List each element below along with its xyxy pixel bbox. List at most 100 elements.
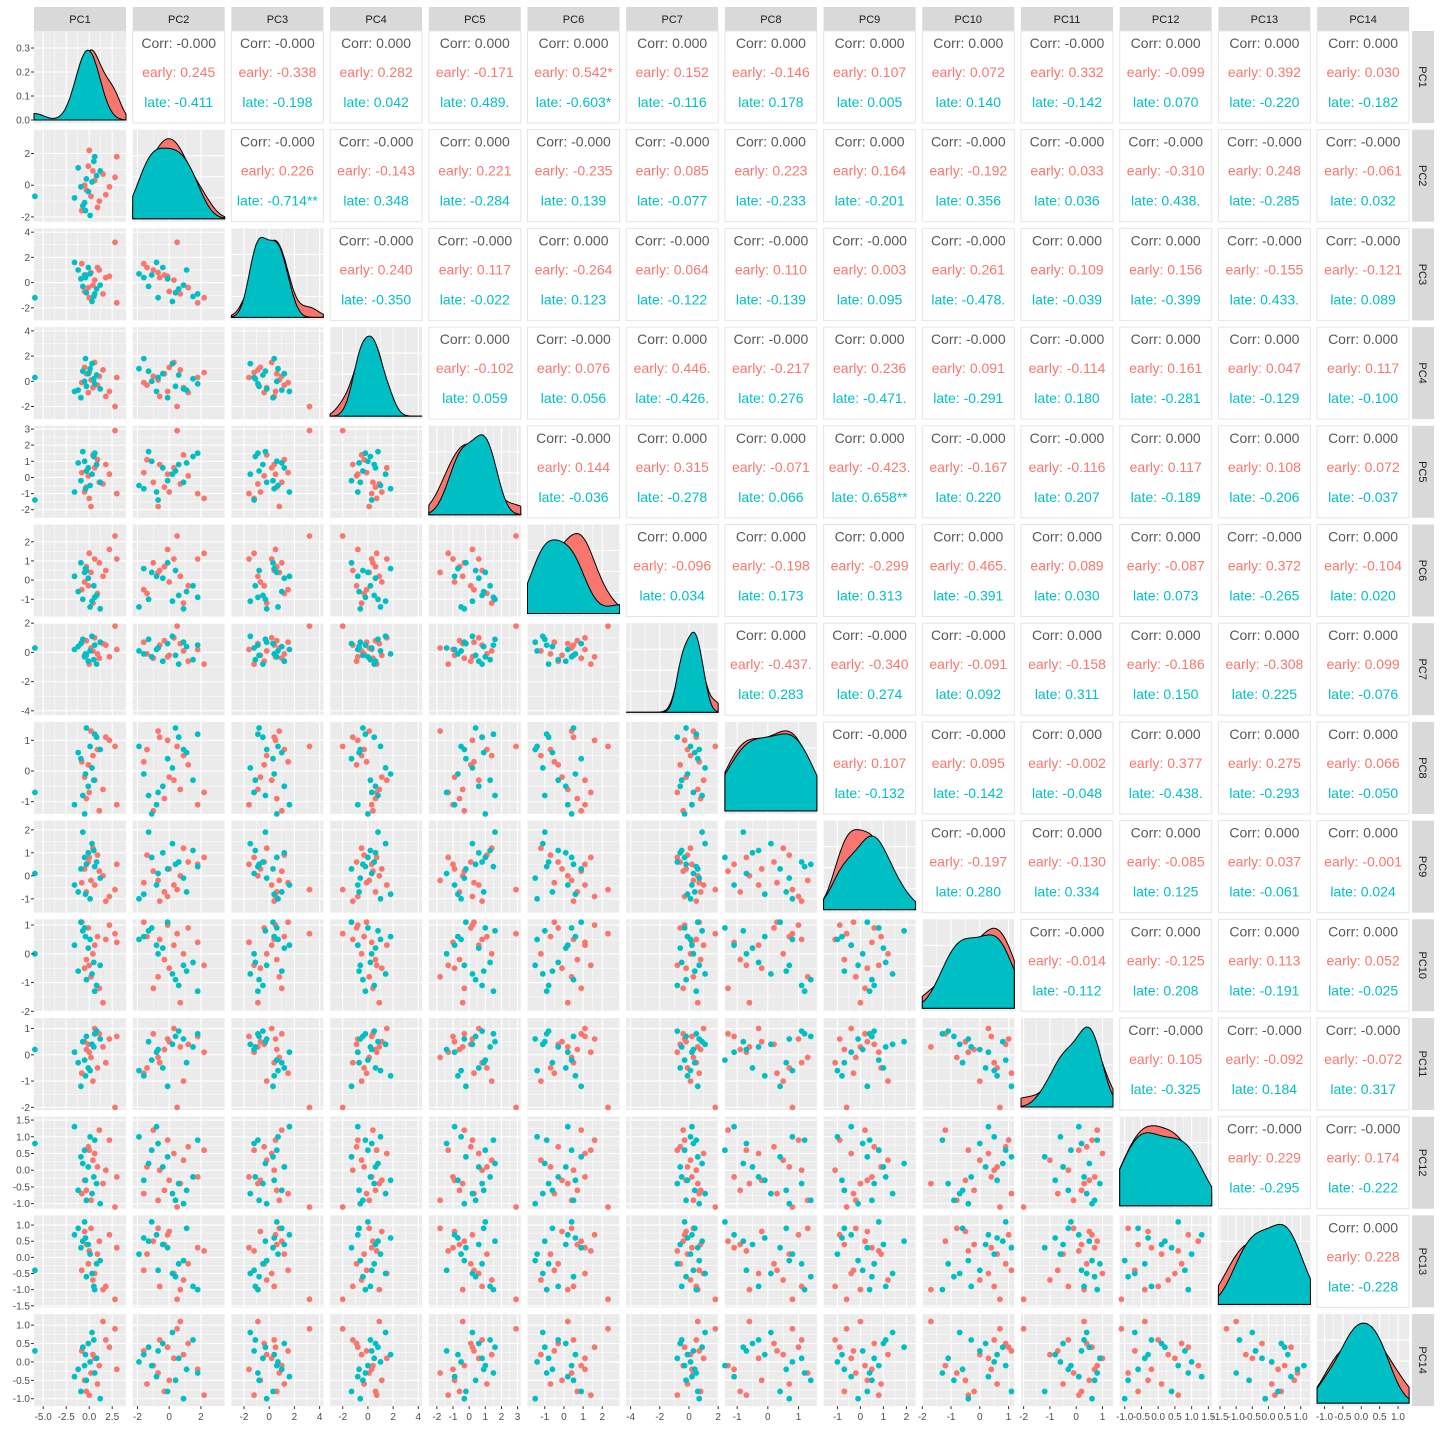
strip-right-label: PC1 (1416, 66, 1428, 87)
corr-early-text: early: 0.072 (1327, 459, 1400, 475)
point-early (171, 277, 177, 283)
point-late (169, 298, 176, 305)
point-early (445, 661, 452, 667)
point-late (155, 789, 162, 796)
point-early (86, 1049, 93, 1056)
point-late (85, 264, 92, 271)
point-late (451, 1373, 458, 1380)
point-late (155, 1140, 162, 1147)
corr-early-text: early: 0.095 (932, 755, 1005, 771)
corr-late-text: late: -0.325 (1131, 1081, 1201, 1097)
point-late (461, 746, 468, 753)
corr-late-text: late: 0.311 (1035, 686, 1100, 702)
corr-panel-bg (527, 425, 620, 519)
point-late (360, 725, 366, 731)
corr-early-text: early: -0.340 (831, 656, 909, 672)
point-early (166, 1177, 173, 1184)
x-tick-label: 2 (499, 1412, 505, 1423)
point-late (97, 639, 104, 646)
point-early (281, 1251, 288, 1257)
corr-overall-text: Corr: -0.000 (240, 134, 315, 150)
point-early (461, 1127, 468, 1133)
panel-bg (626, 919, 719, 1012)
corr-late-text: late: 0.070 (1133, 94, 1199, 110)
strip-right-PC7 (1412, 623, 1435, 716)
point-early (758, 1038, 765, 1045)
corr-overall-text: Corr: 0.000 (736, 529, 806, 545)
point-early (467, 1143, 474, 1150)
point-late (677, 1241, 684, 1248)
point-late (71, 942, 78, 949)
point-late (172, 976, 179, 983)
point-late (175, 1180, 182, 1187)
scatter-panel-PC14-PC6 (527, 1314, 620, 1407)
corr-late-text: late: 0.438. (1131, 193, 1200, 209)
strip-right-label: PC13 (1416, 1248, 1428, 1276)
point-late (71, 1373, 78, 1380)
point-late (83, 289, 90, 296)
point-early (795, 1231, 802, 1238)
point-early (743, 1248, 750, 1254)
point-early (587, 1049, 594, 1056)
point-late (172, 1377, 179, 1384)
point-early (88, 1225, 94, 1232)
point-late (534, 1133, 540, 1140)
point-late (463, 1244, 469, 1251)
density-panel-PC11-PC11 (1020, 1018, 1114, 1110)
point-late (71, 573, 78, 580)
point-early (683, 1228, 689, 1235)
point-late (578, 866, 585, 872)
point-late (270, 1083, 276, 1090)
point-early (755, 1270, 762, 1277)
point-late (451, 646, 458, 653)
point-early (841, 1388, 848, 1395)
y-tick-label: -2 (21, 1103, 30, 1114)
point-early (445, 962, 452, 969)
point-early (180, 845, 187, 852)
y-tick-label: 0 (24, 871, 30, 882)
point-early (467, 582, 474, 589)
point-early (985, 1270, 992, 1277)
point-late (377, 936, 384, 943)
point-early (885, 1351, 891, 1358)
point-late (82, 565, 89, 572)
corr-panel-bg (1316, 1116, 1410, 1210)
point-early (353, 1340, 360, 1347)
point-early (155, 503, 162, 510)
point-early (257, 579, 264, 585)
corr-early-text: early: 0.117 (1130, 459, 1202, 475)
point-late (532, 962, 539, 969)
point-early (1047, 1277, 1053, 1283)
point-early (306, 930, 313, 937)
point-late (562, 1340, 569, 1347)
point-late (354, 801, 361, 808)
panel-bg (231, 1018, 324, 1110)
panel-bg (823, 919, 916, 1012)
point-late (371, 592, 378, 599)
point-late (479, 982, 485, 989)
point-early (106, 388, 113, 395)
point-early (456, 956, 463, 963)
point-late (164, 755, 171, 762)
corr-late-text: late: -0.077 (637, 193, 707, 209)
y-tick-label: 0 (24, 648, 30, 659)
panel-bg (428, 1215, 521, 1308)
y-tick-label: -1.0 (13, 1199, 31, 1210)
point-late (357, 746, 364, 753)
point-late (740, 927, 747, 934)
point-late (136, 1251, 142, 1257)
point-late (694, 1388, 701, 1395)
point-early (81, 1228, 88, 1235)
corr-panel-bg (921, 622, 1015, 716)
point-late (693, 731, 700, 738)
point-early (587, 661, 594, 667)
point-early (712, 1325, 719, 1332)
point-late (169, 840, 176, 847)
point-late (945, 1260, 952, 1267)
point-late (83, 861, 90, 868)
corr-late-text: late: 0.317 (1330, 1081, 1396, 1097)
point-late (855, 1200, 861, 1207)
point-early (90, 168, 96, 174)
